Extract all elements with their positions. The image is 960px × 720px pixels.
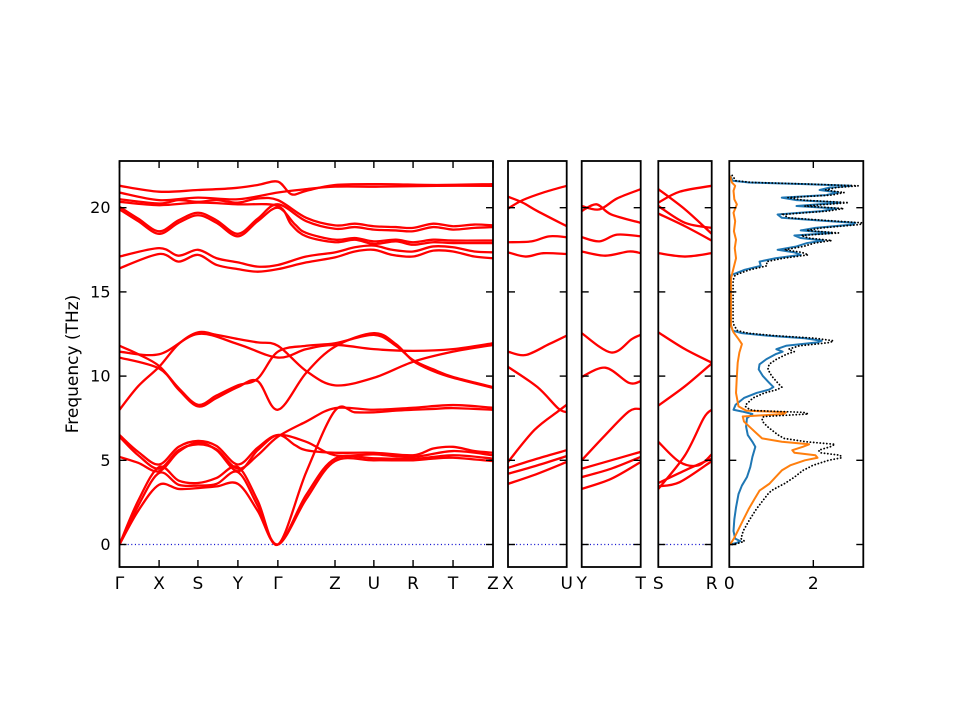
phonon-band-line bbox=[508, 460, 567, 486]
phonon-band-line bbox=[119, 332, 493, 359]
kpoint-label: R bbox=[407, 574, 419, 594]
panel-frame bbox=[507, 160, 568, 568]
phonon-band-line bbox=[508, 184, 567, 210]
panel-frame bbox=[657, 160, 713, 568]
phonon-band-line bbox=[508, 454, 567, 475]
frequency-tick-label: 0 bbox=[100, 535, 110, 554]
phonon-band-line bbox=[119, 433, 493, 473]
phonon-band-line bbox=[119, 333, 493, 406]
kpoint-label: Y bbox=[576, 574, 588, 594]
phonon-band-line bbox=[658, 212, 712, 242]
phonon-band-line bbox=[119, 196, 493, 230]
kpoint-label: X bbox=[502, 574, 514, 594]
y-axis-label: Frequency (THz) bbox=[63, 295, 83, 434]
kpoint-label: S bbox=[653, 574, 664, 594]
axis-ticks bbox=[581, 206, 641, 546]
phonon-band-line bbox=[658, 252, 712, 258]
kpoint-label: Γ bbox=[273, 574, 283, 594]
frequency-tick-label: 15 bbox=[90, 282, 110, 301]
phonon-band-line bbox=[119, 248, 493, 273]
kpoint-label: 2 bbox=[808, 574, 819, 594]
panel-frame bbox=[580, 160, 642, 568]
panel-plot-area bbox=[119, 180, 493, 546]
phonon-band-line bbox=[119, 405, 493, 546]
phonon-band-line bbox=[119, 184, 493, 202]
axis-ticks bbox=[658, 206, 712, 546]
phonon-band-line bbox=[508, 449, 567, 470]
kpoint-label: Γ bbox=[115, 574, 125, 594]
kpoint-label: T bbox=[635, 574, 647, 594]
phonon-band-line bbox=[119, 403, 493, 470]
phonon-band-line bbox=[508, 234, 567, 244]
kpoint-label: Z bbox=[487, 574, 499, 594]
dos-curve-pdos-species-2 bbox=[729, 175, 819, 546]
phonon-band-line bbox=[658, 184, 712, 204]
kpoint-label: 0 bbox=[724, 574, 735, 594]
phonon-band-line bbox=[581, 407, 641, 462]
phonon-band-line bbox=[581, 460, 641, 491]
phonon-band-line bbox=[658, 408, 712, 491]
dos-curve-total bbox=[731, 173, 864, 546]
phonon-band-line bbox=[581, 332, 641, 354]
phonon-band-line bbox=[508, 365, 567, 414]
phonon-band-line bbox=[119, 203, 493, 235]
kpoint-label: Y bbox=[232, 574, 244, 594]
phonon-band-line bbox=[658, 362, 712, 407]
phonon-band-line bbox=[581, 188, 641, 211]
phonon-band-line bbox=[508, 195, 567, 228]
phonon-band-line bbox=[119, 200, 493, 246]
phonon-band-line bbox=[581, 450, 641, 470]
panel-plot-area bbox=[508, 184, 567, 546]
phonon-band-line bbox=[119, 330, 493, 411]
phonon-band-line bbox=[119, 180, 493, 196]
panel-plot-area bbox=[729, 173, 864, 546]
phonon-band-line bbox=[658, 331, 712, 364]
axis-ticks bbox=[508, 206, 567, 546]
panel-frame bbox=[118, 160, 494, 568]
frequency-tick-label: 10 bbox=[90, 367, 110, 386]
panel-frame bbox=[728, 160, 865, 568]
kpoint-label: Z bbox=[329, 574, 341, 594]
dos-curve-pdos-species-1 bbox=[729, 175, 857, 546]
phonon-band-line bbox=[119, 433, 493, 466]
phonon-band-line bbox=[119, 332, 493, 411]
phonon-band-line bbox=[508, 251, 567, 258]
kpoint-label: X bbox=[153, 574, 165, 594]
frequency-tick-label: 5 bbox=[100, 451, 110, 470]
phonon-band-line bbox=[581, 233, 641, 243]
kpoint-label: R bbox=[706, 574, 718, 594]
phonon-band-line bbox=[581, 366, 641, 385]
kpoint-label: S bbox=[193, 574, 204, 594]
kpoint-label: U bbox=[368, 574, 380, 594]
phonon-band-line bbox=[119, 244, 493, 268]
kpoint-label: U bbox=[560, 574, 572, 594]
phonon-band-line bbox=[658, 204, 712, 230]
phonon-band-line bbox=[508, 403, 567, 464]
panel-main: Γ X S Y Γ Z U R T Z 0 5 10 15 20 bbox=[90, 160, 499, 594]
phonon-band-line bbox=[581, 250, 641, 257]
kpoint-label: T bbox=[447, 574, 459, 594]
phonon-band-line bbox=[658, 459, 712, 488]
phonon-band-line bbox=[119, 454, 493, 546]
phonon-band-line bbox=[119, 206, 493, 244]
phonon-band-line bbox=[508, 334, 567, 357]
frequency-tick-label: 20 bbox=[90, 198, 110, 217]
